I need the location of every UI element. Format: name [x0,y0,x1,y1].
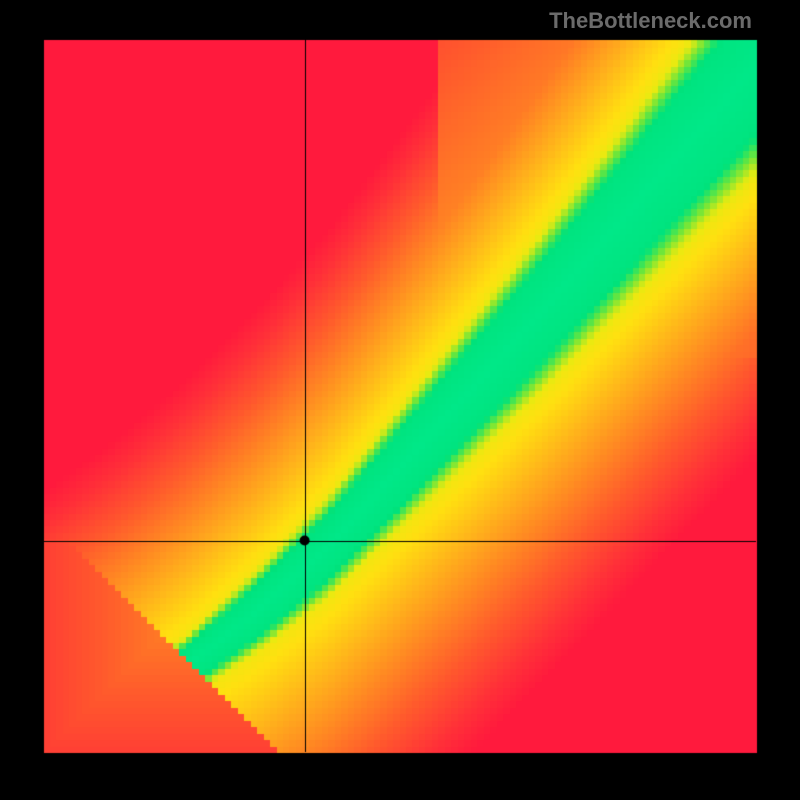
watermark-text: TheBottleneck.com [549,8,752,34]
bottleneck-heatmap [0,0,800,800]
